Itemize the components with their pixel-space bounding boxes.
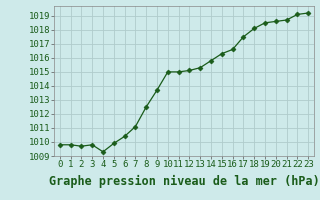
X-axis label: Graphe pression niveau de la mer (hPa): Graphe pression niveau de la mer (hPa): [49, 175, 319, 188]
